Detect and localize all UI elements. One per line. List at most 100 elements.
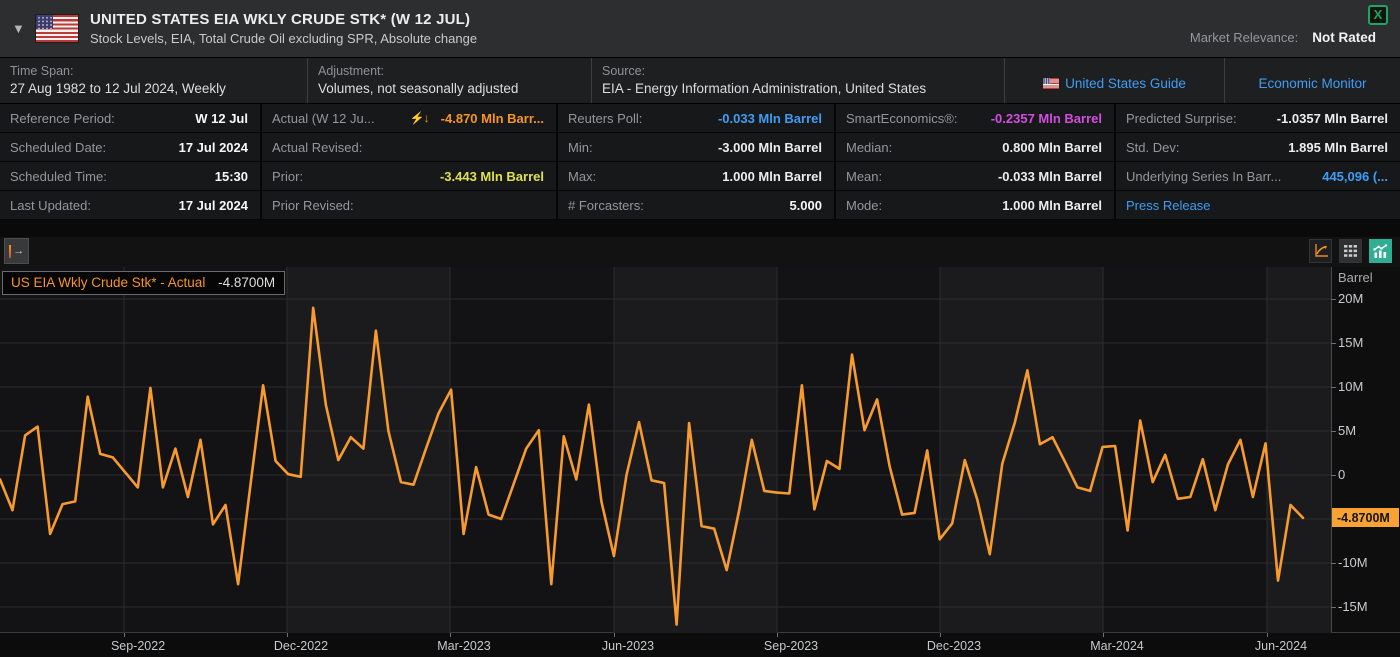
y-tick-label: -15M bbox=[1331, 599, 1368, 614]
stat-cell: Mode: 1.000 Mln Barrel bbox=[836, 191, 1114, 221]
axes-curve-icon bbox=[1314, 244, 1328, 258]
page-title: UNITED STATES EIA WKLY CRUDE STK* (W 12 … bbox=[90, 10, 471, 28]
country-guide-label[interactable]: United States Guide bbox=[1065, 76, 1186, 92]
arrow-right-icon: → bbox=[13, 244, 25, 257]
stat-cell: Actual Revised: bbox=[262, 133, 556, 163]
stat-cell[interactable]: Press Release bbox=[1116, 191, 1400, 221]
page-subtitle: Stock Levels, EIA, Total Crude Oil exclu… bbox=[90, 30, 478, 46]
crude-stock-line-chart bbox=[0, 267, 1331, 634]
stats-column-1: Reference Period: W 12 Jul Scheduled Date:… bbox=[0, 104, 260, 221]
x-tick-label: Jun-2024 bbox=[1254, 639, 1308, 654]
stat-cell: Actual (W 12 Ju... ⚡↓ -4.870 Mln Barr... bbox=[262, 104, 556, 134]
stat-label: Std. Dev: bbox=[1126, 139, 1180, 155]
stat-label: Last Updated: bbox=[10, 197, 91, 213]
stats-table: Reference Period: W 12 Jul Scheduled Date:… bbox=[0, 104, 1400, 221]
grid-icon bbox=[1344, 245, 1357, 258]
stat-cell: Reference Period: W 12 Jul bbox=[0, 104, 260, 134]
stat-cell: Scheduled Date: 17 Jul 2024 bbox=[0, 133, 260, 163]
stat-value[interactable]: 445,096 (... bbox=[1322, 168, 1388, 184]
excel-export-icon[interactable]: X bbox=[1368, 5, 1388, 25]
chart-view-switcher bbox=[1309, 239, 1392, 264]
expand-pane-button[interactable]: → bbox=[4, 238, 29, 265]
stat-value: 17 Jul 2024 bbox=[178, 197, 248, 213]
y-tick-label: 15M bbox=[1331, 335, 1363, 350]
stats-column-3: Reuters Poll: -0.033 Mln Barrel Min: -3.000… bbox=[556, 104, 834, 221]
adjustment-value: Volumes, not seasonally adjusted bbox=[318, 80, 519, 96]
stat-value: -3.443 Mln Barrel bbox=[439, 168, 544, 184]
stat-label: SmartEconomics®: bbox=[846, 110, 958, 126]
stat-value: 0.800 Mln Barrel bbox=[1002, 139, 1102, 155]
meta-strip: Time Span: 27 Aug 1982 to 12 Jul 2024, W… bbox=[0, 57, 1400, 105]
stat-cell: Reuters Poll: -0.033 Mln Barrel bbox=[558, 104, 834, 134]
economic-monitor-link[interactable]: Economic Monitor bbox=[1225, 58, 1400, 104]
stat-value: -4.870 Mln Barr... bbox=[440, 110, 544, 126]
y-axis: Barrel 20M 15M 10M 5M 0 -10M -15M -4.8700M bbox=[1331, 267, 1400, 633]
y-tick-label: 5M bbox=[1331, 423, 1356, 438]
stat-cell: SmartEconomics®: -0.2357 Mln Barrel bbox=[836, 104, 1114, 134]
stat-label: Actual (W 12 Ju... bbox=[272, 110, 375, 126]
economic-monitor-label[interactable]: Economic Monitor bbox=[1258, 76, 1367, 92]
combo-chart-view-button[interactable] bbox=[1369, 239, 1392, 264]
x-tick-mark bbox=[777, 633, 779, 638]
stat-cell: Max: 1.000 Mln Barrel bbox=[558, 162, 834, 192]
x-tick-label: Mar-2024 bbox=[1090, 639, 1144, 654]
combo-chart-icon bbox=[1373, 244, 1388, 258]
x-tick-mark bbox=[1102, 633, 1104, 638]
stat-cell[interactable]: Underlying Series In Barr... 445,096 (... bbox=[1116, 162, 1400, 192]
line-chart-settings-button[interactable] bbox=[1309, 239, 1332, 264]
x-tick-mark bbox=[939, 633, 941, 638]
x-tick-label: Sep-2023 bbox=[763, 639, 819, 654]
chart-plot[interactable]: US EIA Wkly Crude Stk* - Actual -4.8700M bbox=[0, 267, 1331, 634]
stat-label: Scheduled Time: bbox=[10, 168, 107, 184]
y-tick-label: 10M bbox=[1331, 379, 1363, 394]
stat-cell: Min: -3.000 Mln Barrel bbox=[558, 133, 834, 163]
x-tick-mark bbox=[286, 633, 288, 638]
stat-label: Median: bbox=[846, 139, 893, 155]
separator-strip bbox=[0, 220, 1400, 238]
stat-label: # Forcasters: bbox=[568, 197, 644, 213]
series-legend-label: US EIA Wkly Crude Stk* - Actual bbox=[11, 275, 206, 291]
market-relevance: Market Relevance: Not Rated bbox=[1190, 30, 1376, 45]
stat-label[interactable]: Press Release bbox=[1126, 197, 1211, 213]
y-tick-label: -10M bbox=[1331, 555, 1368, 570]
stat-value: W 12 Jul bbox=[195, 110, 248, 126]
stat-value: 1.895 Mln Barrel bbox=[1288, 139, 1388, 155]
stat-cell: Prior Revised: bbox=[262, 191, 556, 221]
x-axis: Sep-2022 Dec-2022 Mar-2023 Jun-2023 Sep-2023… bbox=[0, 633, 1400, 657]
adjustment-label: Adjustment: bbox=[318, 63, 385, 78]
time-span-section: Time Span: 27 Aug 1982 to 12 Jul 2024, W… bbox=[0, 57, 308, 104]
stat-value: -0.033 Mln Barrel bbox=[717, 110, 822, 126]
us-flag-icon bbox=[36, 14, 78, 42]
source-value: EIA - Energy Information Administration,… bbox=[602, 80, 927, 96]
series-legend[interactable]: US EIA Wkly Crude Stk* - Actual -4.8700M bbox=[2, 271, 286, 296]
stat-label: Actual Revised: bbox=[272, 139, 363, 155]
country-guide-link[interactable]: United States Guide bbox=[1005, 57, 1225, 104]
x-tick-mark bbox=[450, 633, 451, 638]
stat-cell: Mean: -0.033 Mln Barrel bbox=[836, 162, 1114, 192]
stat-value: 1.000 Mln Barrel bbox=[1002, 197, 1102, 213]
title-block: UNITED STATES EIA WKLY CRUDE STK* (W 12 … bbox=[90, 11, 1190, 46]
table-view-button[interactable] bbox=[1339, 239, 1362, 264]
stat-cell: # Forcasters: 5.000 bbox=[558, 191, 834, 221]
time-span-label: Time Span: bbox=[10, 63, 74, 78]
stat-label: Predicted Surprise: bbox=[1126, 110, 1237, 126]
stat-label: Reuters Poll: bbox=[568, 110, 643, 126]
x-tick-label: Dec-2023 bbox=[926, 639, 982, 654]
stats-column-5: Predicted Surprise: -1.0357 Mln Barrel Std… bbox=[1114, 104, 1400, 221]
stats-column-2: Actual (W 12 Ju... ⚡↓ -4.870 Mln Barr... Ac… bbox=[260, 104, 556, 221]
collapse-caret-icon[interactable]: ▼ bbox=[12, 20, 25, 36]
stat-value: 17 Jul 2024 bbox=[178, 139, 248, 155]
stat-label: Mode: bbox=[846, 197, 883, 213]
stats-column-4: SmartEconomics®: -0.2357 Mln Barrel Median… bbox=[834, 104, 1114, 221]
stat-cell: Last Updated: 17 Jul 2024 bbox=[0, 191, 260, 221]
x-tick-label: Sep-2022 bbox=[110, 639, 166, 654]
y-tick-label: 20M bbox=[1331, 291, 1363, 306]
stat-label: Max: bbox=[568, 168, 597, 184]
series-legend-value: -4.8700M bbox=[218, 275, 276, 291]
stat-value: 5.000 bbox=[789, 197, 822, 213]
stat-cell: Prior: -3.443 Mln Barrel bbox=[262, 162, 556, 192]
x-tick-mark bbox=[124, 633, 126, 638]
stat-label: Mean: bbox=[846, 168, 883, 184]
stat-label: Min: bbox=[568, 139, 593, 155]
